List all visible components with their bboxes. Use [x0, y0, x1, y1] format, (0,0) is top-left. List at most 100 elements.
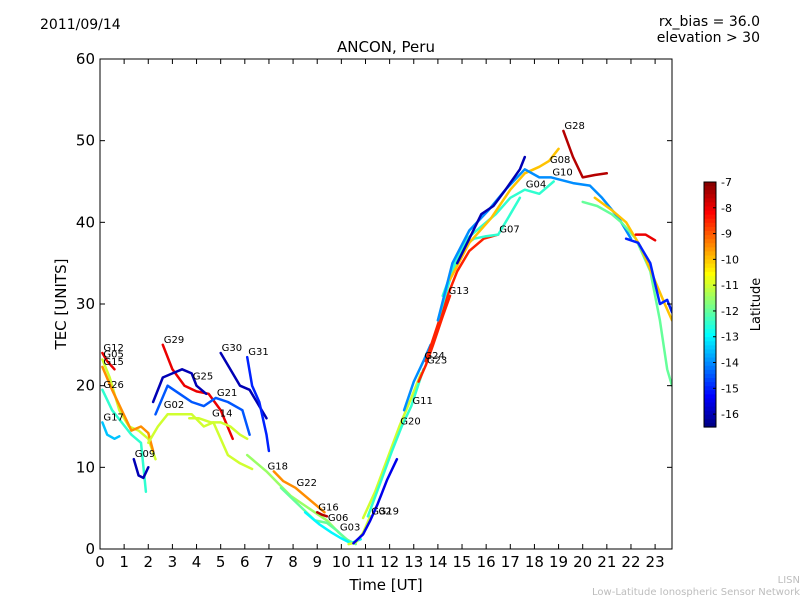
colorbar-segment: [704, 284, 716, 289]
plot-parameters: rx_bias = 36.0 elevation > 30: [657, 14, 760, 46]
colorbar-segment: [704, 369, 716, 375]
colorbar-segment: [704, 214, 716, 220]
colorbar-segment: [704, 255, 716, 261]
series-line-g22: [272, 470, 326, 514]
colorbar-segment: [704, 345, 716, 351]
colorbar-segment: [704, 312, 716, 318]
y-tick-label: 10: [76, 458, 95, 476]
colorbar-segment: [704, 333, 716, 338]
series-line-g12: [101, 351, 116, 371]
x-tick-label: 22: [621, 553, 640, 571]
series-line-g25: [151, 368, 208, 404]
colorbar-segment: [704, 386, 716, 391]
footer-credit: LISN Low-Latitude Ionospheric Sensor Net…: [592, 575, 800, 599]
colorbar-segment: [704, 337, 716, 342]
x-tick-label: 10: [332, 553, 351, 571]
y-tick-label: 20: [76, 377, 95, 395]
y-tick-label: 40: [76, 213, 95, 231]
series-group: [101, 129, 672, 546]
colorbar-segment: [704, 259, 716, 265]
x-tick-label: 6: [240, 553, 250, 571]
colorbar-segment: [704, 239, 716, 244]
x-tick-label: 19: [549, 553, 568, 571]
colorbar-segment: [704, 422, 716, 428]
colorbar-segment: [704, 198, 716, 204]
footer-network-name: Low-Latitude Ionospheric Sensor Network: [592, 587, 800, 598]
series-line-unlabeled-29: [455, 155, 527, 265]
colorbar-segment: [704, 210, 716, 216]
colorbar-segment: [704, 186, 716, 191]
colorbar-segment: [704, 341, 716, 346]
colorbar-tick-label: -14: [721, 357, 739, 370]
x-tick-label: 21: [597, 553, 616, 571]
satellite-label-g21: G21: [217, 388, 237, 399]
colorbar-tick-label: -7: [721, 176, 732, 189]
x-tick-label: 7: [264, 553, 274, 571]
series-line-g16: [315, 511, 329, 518]
colorbar-segment: [704, 182, 716, 187]
series-line-g28: [562, 129, 609, 179]
satellite-label-g20: G20: [400, 417, 420, 428]
colorbar-segment: [704, 402, 716, 408]
satellite-label-g19: G19: [379, 506, 399, 517]
series-line-g14: [188, 417, 249, 441]
satellite-label-g06: G06: [328, 513, 348, 524]
satellite-label-g31: G31: [248, 347, 268, 358]
x-tick-label: 3: [168, 553, 178, 571]
x-tick-label: 2: [143, 553, 153, 571]
x-tick-label: 23: [646, 553, 665, 571]
satellite-label-g18: G18: [268, 461, 288, 472]
colorbar-segment: [704, 324, 716, 330]
colorbar-segment: [704, 202, 716, 208]
x-tick-label: 16: [477, 553, 496, 571]
colorbar-segment: [704, 320, 716, 326]
series-line-g09: [132, 457, 150, 480]
series-line-g07: [436, 196, 522, 322]
colorbar-segment: [704, 329, 716, 334]
colorbar-segment: [704, 353, 716, 359]
colorbar-segment: [704, 251, 716, 257]
y-tick-label: 0: [85, 540, 95, 558]
satellite-label-g22: G22: [296, 478, 316, 489]
y-axis-label: TEC [UNITS]: [52, 259, 70, 351]
colorbar-segment: [704, 226, 716, 232]
colorbar-tick-label: -12: [721, 305, 739, 318]
satellite-label-g09: G09: [135, 449, 155, 460]
series-line-g15: [101, 365, 155, 453]
colorbar-segment: [704, 206, 716, 212]
series-line-g19: [352, 457, 399, 545]
colorbar-segment: [704, 194, 716, 199]
colorbar-tick-label: -15: [721, 382, 739, 395]
satellite-label-g15: G15: [103, 357, 123, 368]
x-tick-label: 11: [356, 553, 375, 571]
colorbar-segment: [704, 398, 716, 404]
x-tick-label: 1: [119, 553, 129, 571]
date-label: 2011/09/14: [40, 17, 121, 33]
satellite-label-g32: G32: [371, 506, 391, 517]
colorbar-segment: [704, 378, 716, 383]
colorbar-tick-label: -11: [721, 279, 739, 292]
series-line-g31: [245, 355, 271, 453]
satellite-label-g05: G05: [103, 350, 123, 361]
series-line-g10: [436, 168, 633, 322]
elevation-label: elevation > 30: [656, 30, 760, 46]
series-line-g24: [402, 343, 432, 412]
x-tick-label: 4: [192, 553, 202, 571]
colorbar-segment: [704, 267, 716, 273]
plot-frame: [99, 58, 673, 550]
footer-acronym: LISN: [777, 575, 800, 586]
colorbar-segment: [704, 308, 716, 314]
colorbar-segment: [704, 190, 716, 195]
series-line-g20: [361, 372, 423, 520]
satellite-label-g03: G03: [340, 523, 360, 534]
satellite-label-g29: G29: [164, 335, 184, 346]
colorbar-segment: [704, 288, 716, 293]
series-line-g23: [417, 294, 452, 383]
colorbar-segment: [704, 235, 716, 240]
x-tick-label: 14: [428, 553, 447, 571]
series-line-g29: [161, 343, 234, 441]
y-tick-label: 50: [76, 132, 95, 150]
satellite-label-g02: G02: [164, 400, 184, 411]
series-line-g11: [366, 368, 425, 518]
colorbar-segment: [704, 349, 716, 355]
